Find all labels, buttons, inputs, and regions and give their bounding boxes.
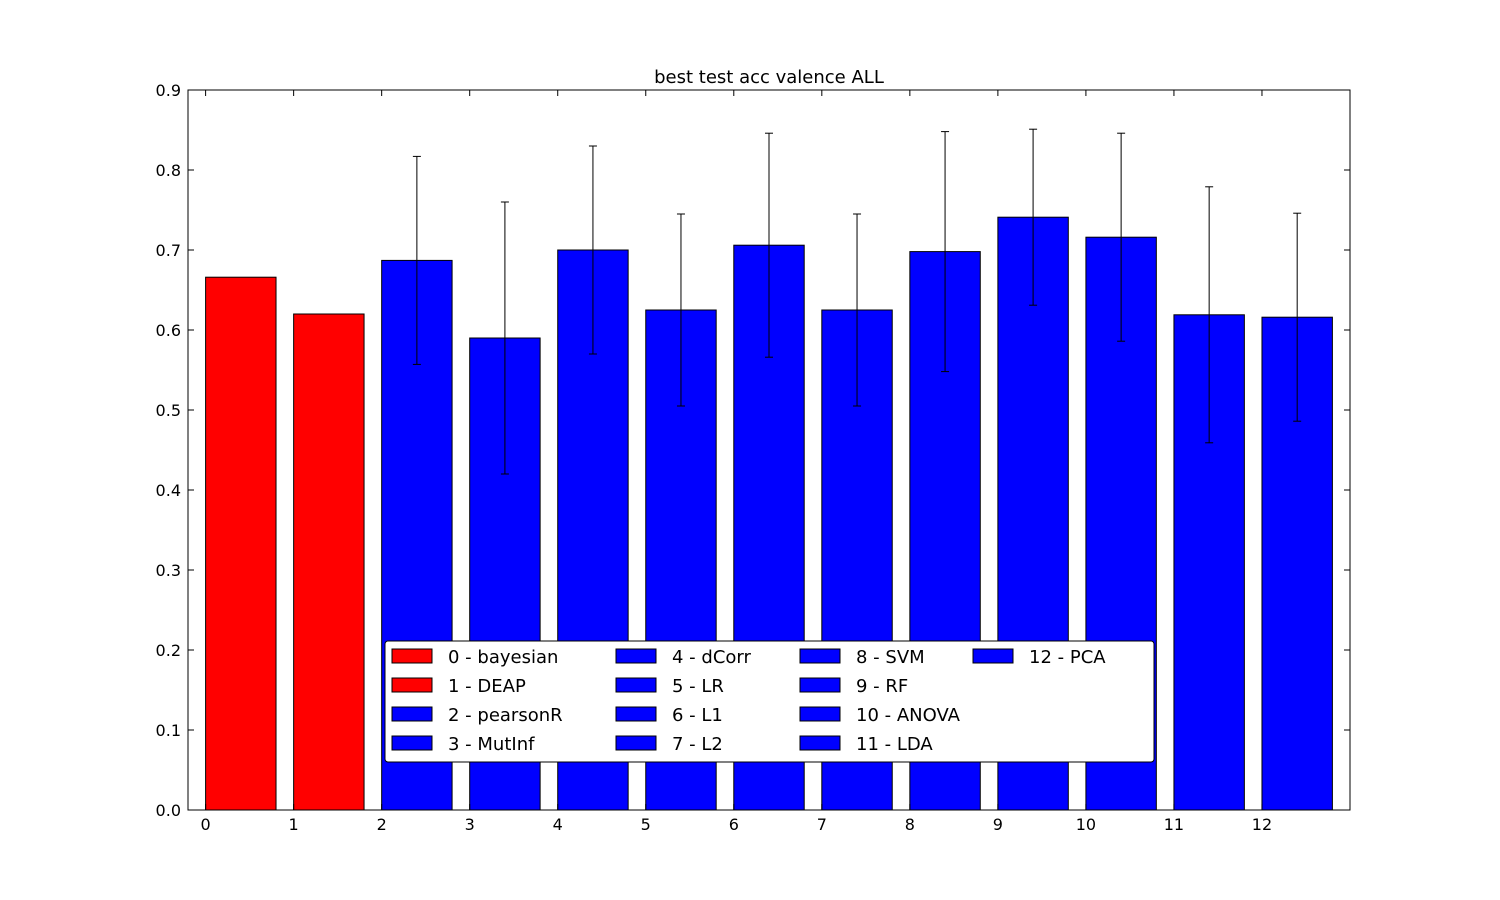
- legend-swatch: [799, 677, 841, 693]
- legend-entry: 4 - dCorr: [615, 647, 751, 668]
- legend-swatch: [615, 706, 657, 722]
- legend: 0 - bayesian 1 - DEAP 2 - pearsonR 3 - MutI…: [384, 640, 1155, 763]
- legend-entry: 9 - RF: [799, 676, 908, 697]
- legend-swatch: [391, 648, 433, 664]
- y-tick-label: 0.1: [156, 721, 181, 740]
- legend-label: 2 - pearsonR: [448, 705, 563, 726]
- x-tick-label: 11: [1164, 815, 1184, 834]
- errorbars-layer: [412, 128, 1302, 475]
- legend-entry: 2 - pearsonR: [391, 705, 563, 726]
- x-tick-label: 1: [289, 815, 299, 834]
- x-tick-label: 9: [993, 815, 1003, 834]
- legend-swatch: [799, 735, 841, 751]
- x-tick-label: 8: [905, 815, 915, 834]
- legend-entry: 0 - bayesian: [391, 647, 558, 668]
- chart-title: best test acc valence ALL: [654, 67, 884, 88]
- legend-swatch: [391, 735, 433, 751]
- y-tick-label: 0.8: [156, 161, 181, 180]
- error-bar-11: [1205, 186, 1214, 444]
- y-tick-label: 0.4: [156, 481, 181, 500]
- error-bar-8: [941, 131, 950, 373]
- legend-label: 8 - SVM: [856, 647, 925, 668]
- legend-entry: 12 - PCA: [972, 647, 1106, 668]
- error-bar-9: [1029, 128, 1038, 306]
- legend-label: 11 - LDA: [856, 734, 933, 755]
- x-tick-label: 4: [553, 815, 563, 834]
- legend-label: 7 - L2: [672, 734, 723, 755]
- legend-label: 4 - dCorr: [672, 647, 751, 668]
- x-tick-label: 5: [641, 815, 651, 834]
- legend-label: 3 - MutInf: [448, 734, 535, 755]
- legend-swatch: [972, 648, 1014, 664]
- error-bar-12: [1293, 212, 1302, 422]
- error-bar-2: [412, 155, 421, 365]
- legend-label: 10 - ANOVA: [856, 705, 961, 726]
- legend-swatch: [799, 706, 841, 722]
- y-tick-label: 0.7: [156, 241, 181, 260]
- legend-swatch: [615, 677, 657, 693]
- y-tick-label: 0.6: [156, 321, 181, 340]
- legend-entry: 7 - L2: [615, 734, 723, 755]
- error-bar-3: [500, 201, 509, 475]
- legend-swatch: [615, 735, 657, 751]
- x-tick-label: 10: [1076, 815, 1096, 834]
- legend-entry: 6 - L1: [615, 705, 723, 726]
- y-tick-label: 0.9: [156, 81, 181, 100]
- x-tick-label: 3: [465, 815, 475, 834]
- legend-swatch: [391, 706, 433, 722]
- legend-swatch: [799, 648, 841, 664]
- legend-swatch: [615, 648, 657, 664]
- legend-label: 1 - DEAP: [448, 676, 526, 697]
- legend-box: [384, 640, 1155, 763]
- x-tick-label: 0: [201, 815, 211, 834]
- legend-entry: 1 - DEAP: [391, 676, 526, 697]
- error-bar-10: [1117, 132, 1126, 342]
- legend-label: 9 - RF: [856, 676, 908, 697]
- y-tick-label: 0.0: [156, 801, 181, 820]
- legend-label: 6 - L1: [672, 705, 723, 726]
- y-tick-label: 0.5: [156, 401, 181, 420]
- legend-label: 5 - LR: [672, 676, 724, 697]
- legend-entry: 11 - LDA: [799, 734, 933, 755]
- legend-swatch: [391, 677, 433, 693]
- x-tick-label: 6: [729, 815, 739, 834]
- legend-entry: 3 - MutInf: [391, 734, 535, 755]
- error-bar-4: [588, 145, 597, 355]
- axes-layer: 0 1 2 3 4 5 6 7 8 9 10 11 120.00.10.20.30.40.50.60.7…: [156, 81, 1351, 834]
- bar-0: [205, 276, 277, 811]
- bar-1: [293, 313, 365, 811]
- legend-entry: 10 - ANOVA: [799, 705, 961, 726]
- error-bar-6: [765, 132, 773, 358]
- plot-frame: [187, 89, 1351, 811]
- legend-label: 12 - PCA: [1029, 647, 1106, 668]
- error-bar-7: [853, 213, 862, 407]
- legend-entry: 5 - LR: [615, 676, 724, 697]
- x-tick-label: 7: [817, 815, 827, 834]
- legend-label: 0 - bayesian: [448, 647, 558, 668]
- legend-entry: 8 - SVM: [799, 647, 925, 668]
- x-tick-label: 2: [377, 815, 387, 834]
- error-bar-5: [676, 213, 685, 407]
- x-tick-label: 12: [1252, 815, 1272, 834]
- y-tick-label: 0.3: [156, 561, 181, 580]
- y-tick-label: 0.2: [156, 641, 181, 660]
